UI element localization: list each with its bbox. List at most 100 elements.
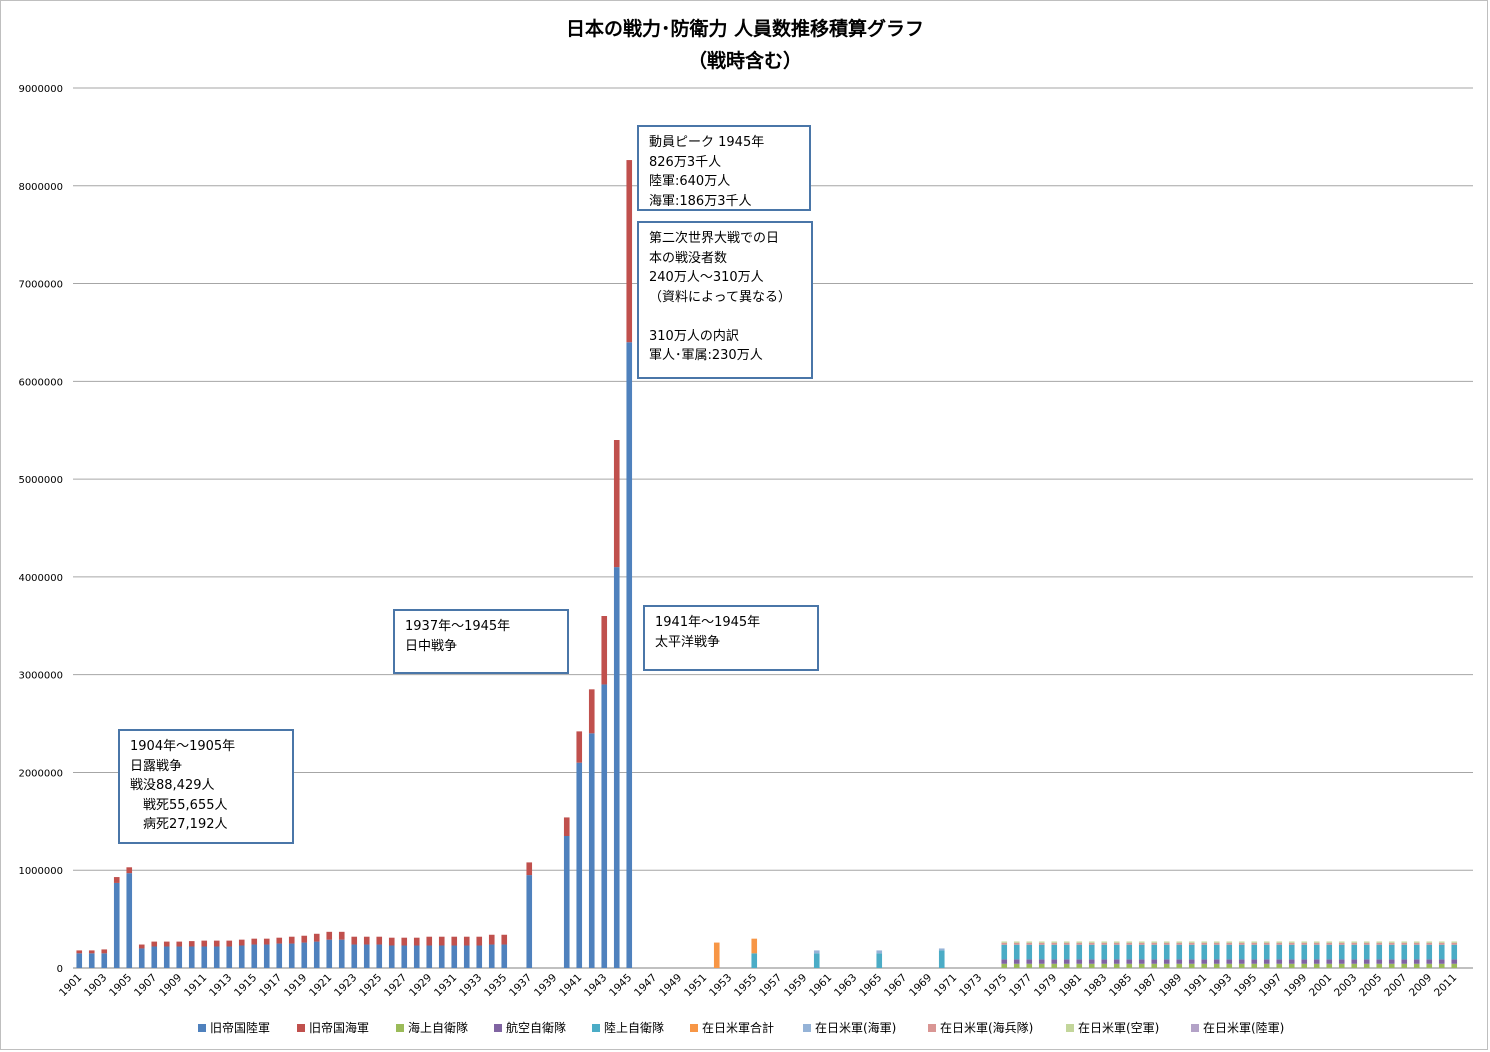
legend-swatch: [592, 1024, 600, 1032]
bar-segment: [1176, 959, 1183, 964]
x-tick-label: 1933: [457, 972, 484, 999]
y-tick-label: 0: [57, 964, 63, 975]
bar-segment: [1376, 941, 1383, 943]
annotation-wwii-deaths: 第二次世界大戦での日 本の戦没者数 240万人～310万人 （資料によって異なる…: [637, 221, 813, 379]
bar-segment: [1338, 942, 1345, 945]
x-tick-label: 1929: [407, 972, 434, 999]
bar-segment: [1376, 959, 1383, 964]
bar-segment: [426, 945, 433, 968]
bar-segment: [1038, 942, 1045, 945]
legend-item: 海上自衛隊: [396, 1019, 468, 1036]
bar-segment: [463, 945, 470, 968]
bar-segment: [1038, 959, 1045, 964]
bar-segment: [1363, 942, 1370, 945]
y-tick-label: 1000000: [18, 866, 63, 877]
bar-segment: [1113, 942, 1120, 945]
annotation-line: 240万人～310万人: [649, 270, 764, 285]
bar-segment: [401, 945, 408, 968]
x-tick-label: 1957: [757, 972, 784, 999]
annotation-russo-japanese-war: 1904年～1905年 日露戦争 戦没88,429人 戦死55,655人 病死2…: [118, 729, 294, 844]
bar-segment: [1413, 944, 1420, 960]
bar-segment: [876, 950, 883, 954]
bar-segment: [1051, 942, 1058, 945]
bar-segment: [1251, 941, 1258, 943]
bar-segment: [1326, 942, 1333, 945]
bar-segment: [301, 935, 308, 943]
annotation-line: 1941年～1945年: [655, 615, 761, 630]
annotation-mobilization-peak: 動員ピーク 1945年 826万3千人 陸軍:640万人 海軍:186万3千人: [637, 125, 811, 211]
bar-segment: [1401, 941, 1408, 943]
bar-segment: [1138, 959, 1145, 964]
bar-segment: [588, 733, 595, 968]
bar-segment: [1226, 963, 1233, 968]
legend-label: 在日米軍(空軍): [1078, 1021, 1160, 1035]
bar-segment: [1063, 959, 1070, 964]
bar-segment: [1213, 942, 1220, 945]
bar-segment: [1101, 959, 1108, 964]
bar-segment: [1201, 944, 1208, 960]
bar-segment: [813, 950, 820, 954]
bar-segment: [1301, 941, 1308, 943]
bar-segment: [1001, 942, 1008, 945]
y-tick-label: 2000000: [18, 768, 63, 779]
bar-segment: [1076, 963, 1083, 968]
legend-label: 在日米軍(陸軍): [1203, 1021, 1285, 1035]
bar-segment: [1088, 941, 1095, 943]
bar-segment: [1126, 944, 1133, 960]
bar-segment: [1388, 941, 1395, 943]
bar-segment: [188, 946, 195, 968]
bar-segment: [576, 762, 583, 968]
bar-segment: [438, 945, 445, 968]
x-tick-label: 2001: [1307, 972, 1334, 999]
chart-legend: 旧帝国陸軍 旧帝国海軍 海上自衛隊 航空自衛隊 陸上自衛隊 在日米軍合計 在日米軍(海軍) 在…: [0, 1019, 1490, 1037]
annotation-line: 病死27,192人: [130, 817, 228, 832]
bar-segment: [1013, 959, 1020, 964]
bar-segment: [1351, 959, 1358, 964]
bar-segment: [363, 936, 370, 945]
x-tick-label: 1973: [957, 972, 984, 999]
x-tick-label: 1939: [532, 972, 559, 999]
bar-segment: [1163, 959, 1170, 964]
bar-segment: [251, 938, 258, 945]
legend-label: 在日米軍(海軍): [815, 1021, 897, 1035]
bar-segment: [1338, 944, 1345, 960]
bar-segment: [463, 936, 470, 946]
x-tick-label: 1985: [1107, 972, 1134, 999]
bar-segment: [201, 946, 208, 968]
annotation-line: 陸軍:640万人: [649, 174, 731, 189]
annotation-line: 動員ピーク 1945年: [649, 135, 765, 150]
bar-segment: [938, 950, 945, 968]
bar-segment: [276, 937, 283, 944]
bar-segment: [1401, 942, 1408, 945]
bar-segment: [1401, 944, 1408, 960]
legend-item: 在日米軍(海軍): [803, 1019, 896, 1036]
bar-segment: [1263, 944, 1270, 960]
bar-segment: [1201, 963, 1208, 968]
annotation-line: 海軍:186万3千人: [649, 193, 752, 209]
bar-segment: [351, 936, 358, 945]
bar-segment: [1101, 944, 1108, 960]
bar-segment: [1138, 963, 1145, 968]
legend-label: 海上自衛隊: [408, 1021, 469, 1035]
legend-item: 在日米軍(空軍): [1066, 1019, 1159, 1036]
bar-segment: [1151, 959, 1158, 964]
bar-segment: [1163, 941, 1170, 943]
x-tick-label: 1951: [682, 972, 709, 999]
y-tick-label: 7000000: [18, 280, 63, 291]
bar-segment: [1338, 959, 1345, 964]
bar-segment: [1451, 959, 1458, 964]
bar-segment: [138, 944, 145, 949]
bar-segment: [1101, 942, 1108, 945]
annotation-line: 1904年～1905年: [130, 739, 236, 754]
bar-segment: [488, 934, 495, 945]
bar-segment: [188, 941, 195, 947]
bar-segment: [1263, 959, 1270, 964]
bar-segment: [1401, 963, 1408, 968]
bar-segment: [376, 936, 383, 945]
annotation-line: 日露戦争: [130, 758, 183, 774]
bar-segment: [263, 944, 270, 968]
bar-segment: [88, 950, 95, 954]
bar-segment: [1038, 941, 1045, 943]
bar-segment: [426, 936, 433, 946]
